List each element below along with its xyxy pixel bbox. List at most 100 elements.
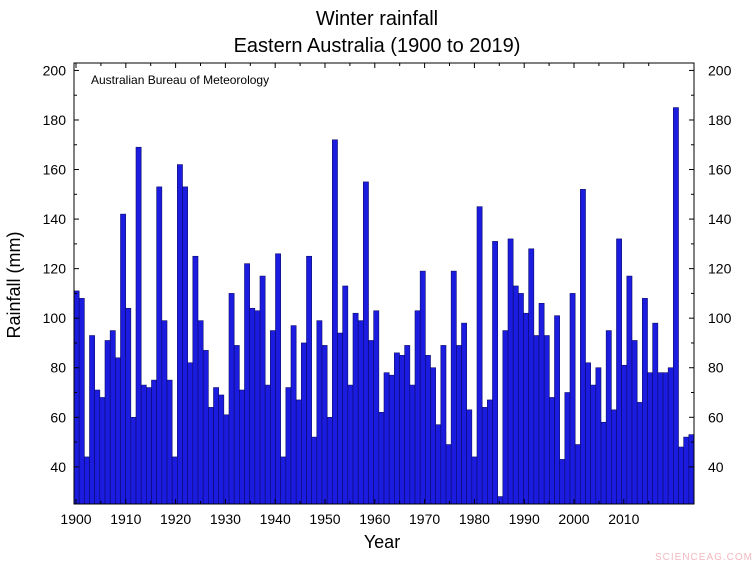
bar-1937: [264, 384, 271, 505]
bar-1947: [316, 320, 323, 505]
bar-2000: [590, 384, 597, 505]
bar-1945: [306, 255, 312, 505]
bar-2002: [600, 421, 607, 505]
bar-1955: [357, 320, 364, 505]
bar-1993: [554, 315, 560, 505]
bar-1903: [89, 335, 95, 505]
bar-1909: [120, 213, 126, 505]
bar-2010: [642, 298, 648, 505]
x-tick-label: 1980: [459, 511, 490, 527]
bar-1942: [290, 325, 297, 505]
bar-1967: [419, 270, 426, 505]
y-tick-label-left: 120: [43, 261, 67, 277]
bar-1912: [135, 146, 142, 505]
watermark: SCIENCEAG.COM: [655, 552, 753, 563]
bar-1997: [574, 444, 581, 505]
y-tick-label-right: 40: [708, 459, 724, 475]
x-tick-label: 2010: [608, 511, 639, 527]
bar-1956: [363, 181, 369, 505]
x-axis-label: Year: [364, 532, 400, 552]
bar-1960: [383, 372, 390, 505]
bar-1974: [456, 345, 462, 505]
y-tick-label-left: 160: [43, 162, 67, 178]
bar-1964: [404, 345, 411, 505]
y-axis-label: Rainfall (mm): [4, 231, 24, 338]
chart-title: Winter rainfall: [316, 8, 438, 30]
y-tick-label-right: 120: [708, 261, 732, 277]
bar-1921: [182, 186, 188, 505]
bar-1999: [585, 362, 591, 505]
bar-1969: [430, 367, 436, 505]
bars: [73, 107, 695, 505]
bar-1900: [73, 290, 80, 505]
bar-1926: [208, 407, 214, 505]
bar-1902: [84, 456, 90, 505]
axes: 40 40 60 60 80 80 100 100 120 120 140 140 160 160 180 1…: [43, 62, 732, 527]
bar-1932: [239, 389, 245, 505]
bar-2009: [636, 402, 643, 505]
bar-1962: [394, 352, 400, 505]
bar-1917: [161, 320, 168, 505]
bar-2017: [678, 446, 684, 505]
bar-2006: [621, 364, 628, 505]
y-tick-label-right: 160: [708, 162, 732, 178]
bar-1923: [192, 255, 199, 505]
x-tick-label: 1940: [260, 511, 291, 527]
bar-2012: [652, 322, 659, 505]
x-tick-label: 1930: [210, 511, 241, 527]
bar-1919: [171, 456, 178, 505]
bar-1970: [435, 424, 442, 505]
x-tick-label: 1960: [359, 511, 390, 527]
bar-1978: [476, 206, 483, 505]
bar-1983: [502, 330, 509, 505]
bar-2005: [616, 238, 622, 505]
x-tick-label: 1900: [60, 511, 91, 527]
bar-1946: [311, 436, 318, 505]
y-tick-label-right: 180: [708, 112, 732, 128]
bar-1996: [569, 293, 576, 505]
y-tick-label-right: 60: [708, 409, 724, 425]
bar-1941: [285, 387, 292, 505]
bar-1949: [326, 416, 333, 505]
bar-1935: [254, 310, 261, 505]
bar-1968: [425, 355, 431, 505]
bar-1950: [332, 139, 338, 505]
bar-1931: [233, 345, 240, 505]
y-tick-label-left: 40: [50, 459, 66, 475]
bar-1905: [99, 397, 106, 505]
x-tick-label: 1920: [160, 511, 191, 527]
bar-2001: [595, 367, 602, 505]
bar-1982: [497, 496, 504, 505]
bar-1973: [450, 270, 457, 505]
bar-1913: [140, 384, 147, 505]
bar-1927: [213, 387, 219, 505]
bar-1976: [466, 409, 473, 505]
bar-1992: [549, 397, 555, 505]
chart-subtitle: Eastern Australia (1900 to 2019): [234, 35, 521, 57]
y-tick-label-left: 100: [43, 310, 67, 326]
bar-1985: [512, 285, 519, 505]
bar-1943: [295, 399, 302, 505]
y-tick-label-right: 140: [708, 211, 732, 227]
bar-1940: [280, 456, 287, 505]
x-tick-label: 1910: [110, 511, 141, 527]
bar-1954: [352, 312, 359, 505]
bar-2018: [683, 436, 690, 505]
bar-1911: [130, 416, 137, 505]
bar-1916: [156, 186, 163, 505]
y-tick-label-left: 200: [43, 62, 67, 78]
bar-1979: [481, 407, 488, 505]
bar-1918: [166, 379, 173, 505]
bar-1984: [507, 238, 514, 505]
y-tick-label-right: 100: [708, 310, 732, 326]
bar-2003: [605, 330, 612, 505]
bar-1908: [115, 357, 121, 505]
bar-1957: [368, 340, 374, 505]
bar-1958: [373, 310, 380, 505]
bar-1965: [409, 384, 416, 505]
y-tick-label-left: 80: [50, 360, 66, 376]
bar-1961: [388, 374, 395, 505]
bar-2008: [631, 340, 638, 505]
bar-1914: [146, 387, 152, 505]
